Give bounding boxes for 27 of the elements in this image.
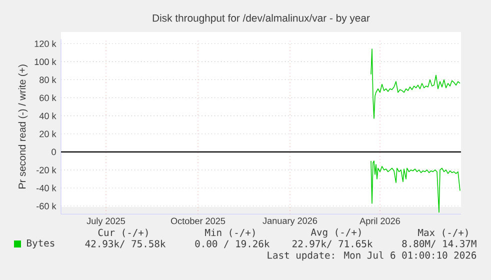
chart-title: Disk throughput for /dev/almalinux/var - by year (152, 14, 370, 24)
y-tick-label: -20 k (36, 166, 56, 174)
legend-label: Bytes (27, 239, 54, 248)
y-tick-label: 0 (52, 148, 56, 156)
y-tick-label: 20 k (40, 130, 56, 138)
line-series (370, 48, 460, 119)
y-tick-label: -40 k (36, 184, 56, 192)
y-tick-label: 40 k (39, 112, 56, 120)
text: 8.80M/ 14.37M (402, 240, 476, 248)
x-tick-label: October 2025 (170, 218, 226, 224)
y-axis-title: Pr second read (-) / write (+) (18, 64, 28, 188)
text: 0.00 / 19.26k (195, 240, 270, 248)
x-tick-label: April 2026 (360, 218, 400, 226)
text: Last update: Mon Jul 6 01:00:10 2026 (268, 251, 476, 261)
text: Avg (-/+) (310, 228, 361, 238)
y-tick-label: -60 k (36, 202, 56, 210)
text: 22.97k/ 71.65k (292, 240, 373, 248)
text: Max (-/+) (418, 228, 468, 238)
x-tick-label: January 2026 (262, 218, 318, 226)
text: Min (-/+) (205, 228, 255, 238)
text: 42.93k/ 75.58k (85, 240, 166, 248)
text: Cur (-/+) (98, 228, 148, 238)
y-tick-label: 60 k (40, 94, 56, 102)
y-tick-label: 120 k (34, 40, 56, 47)
x-tick-label: July 2025 (86, 218, 126, 226)
y-tick-label: 80 k (40, 76, 56, 84)
y-tick-label: 100 k (34, 58, 56, 66)
